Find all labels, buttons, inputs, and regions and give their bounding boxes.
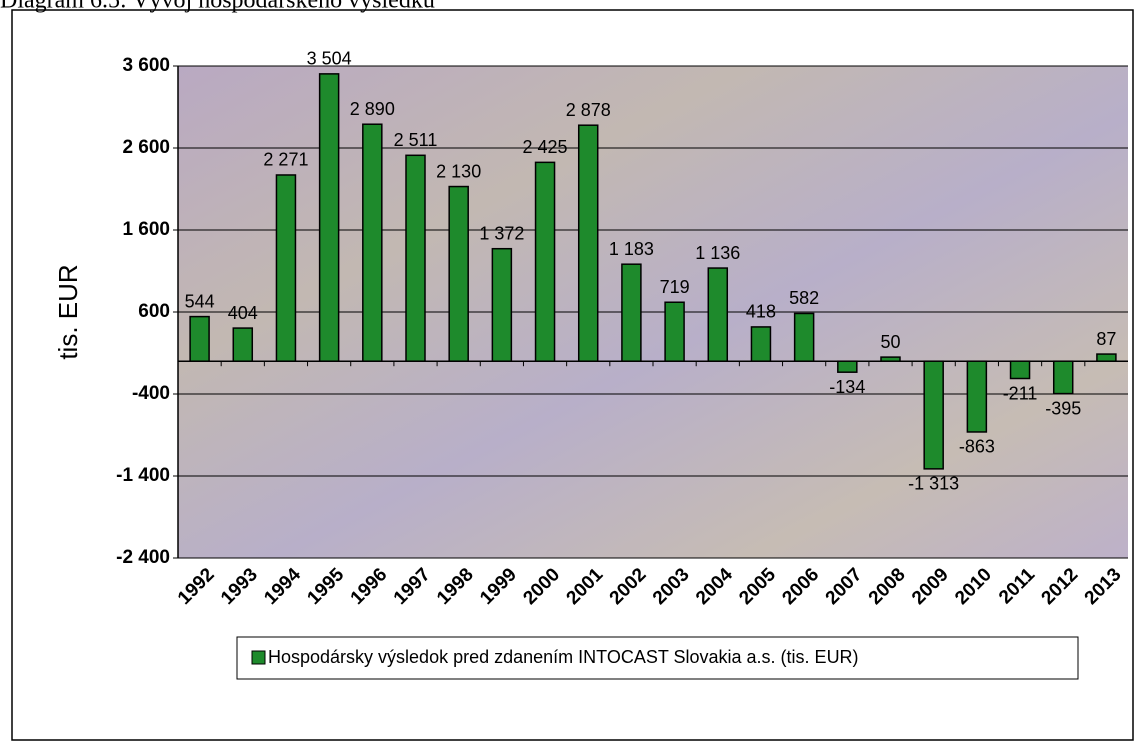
data-label: 418 <box>746 302 776 322</box>
legend <box>236 636 1079 680</box>
data-label: 2 890 <box>350 99 395 119</box>
y-tick-label: 2 600 <box>122 137 170 158</box>
bar <box>318 73 340 362</box>
data-label: 2 425 <box>523 137 568 157</box>
data-label: 404 <box>228 303 258 323</box>
data-label: 1 183 <box>609 239 654 259</box>
data-label: -863 <box>959 437 995 457</box>
data-label: -395 <box>1045 398 1081 418</box>
bar <box>189 315 210 362</box>
data-label: 1 372 <box>479 223 524 243</box>
data-label: 582 <box>789 288 819 308</box>
data-label: 3 504 <box>307 49 352 69</box>
bar <box>1096 353 1117 362</box>
data-label: 1 136 <box>695 243 740 263</box>
bar <box>448 185 469 362</box>
bar <box>232 327 254 362</box>
bar <box>793 312 815 362</box>
bar <box>750 326 772 362</box>
bar <box>534 161 556 362</box>
bar <box>1052 360 1074 395</box>
y-axis-label: tis. EUR <box>53 264 83 359</box>
bar <box>491 247 513 362</box>
data-label: 2 878 <box>566 100 611 120</box>
y-tick-label: 1 600 <box>122 219 170 240</box>
data-label: 2 271 <box>263 150 308 170</box>
bar <box>362 123 383 362</box>
data-label: 2 511 <box>394 130 438 150</box>
data-label: -1 313 <box>908 474 959 494</box>
y-tick-label: -400 <box>132 383 170 404</box>
bar <box>664 301 685 362</box>
data-label: 544 <box>185 291 215 311</box>
bar <box>707 267 729 362</box>
legend-swatch <box>251 650 266 665</box>
data-label: 719 <box>660 277 690 297</box>
bar <box>966 360 988 433</box>
chart-title: Diagram 6.5: Vývoj hospodárskeho výsledk… <box>0 0 435 14</box>
y-tick-label: 3 600 <box>122 55 170 76</box>
data-label: -134 <box>829 377 865 397</box>
y-tick-label: 600 <box>138 301 170 322</box>
legend-label: Hospodársky výsledok pred zdanením INTOC… <box>268 647 859 667</box>
bar <box>923 360 944 470</box>
data-label: 50 <box>880 332 900 352</box>
y-tick-label: -2 400 <box>116 547 170 568</box>
bar <box>1009 360 1031 380</box>
bar <box>577 124 599 362</box>
bar <box>275 174 297 362</box>
bar <box>880 356 901 362</box>
bar <box>621 263 642 362</box>
data-label: 2 130 <box>436 161 481 181</box>
data-label: 87 <box>1096 329 1116 349</box>
data-label: -211 <box>1003 383 1038 403</box>
bar <box>405 154 426 362</box>
y-tick-label: -1 400 <box>116 465 170 486</box>
bar <box>837 360 858 373</box>
